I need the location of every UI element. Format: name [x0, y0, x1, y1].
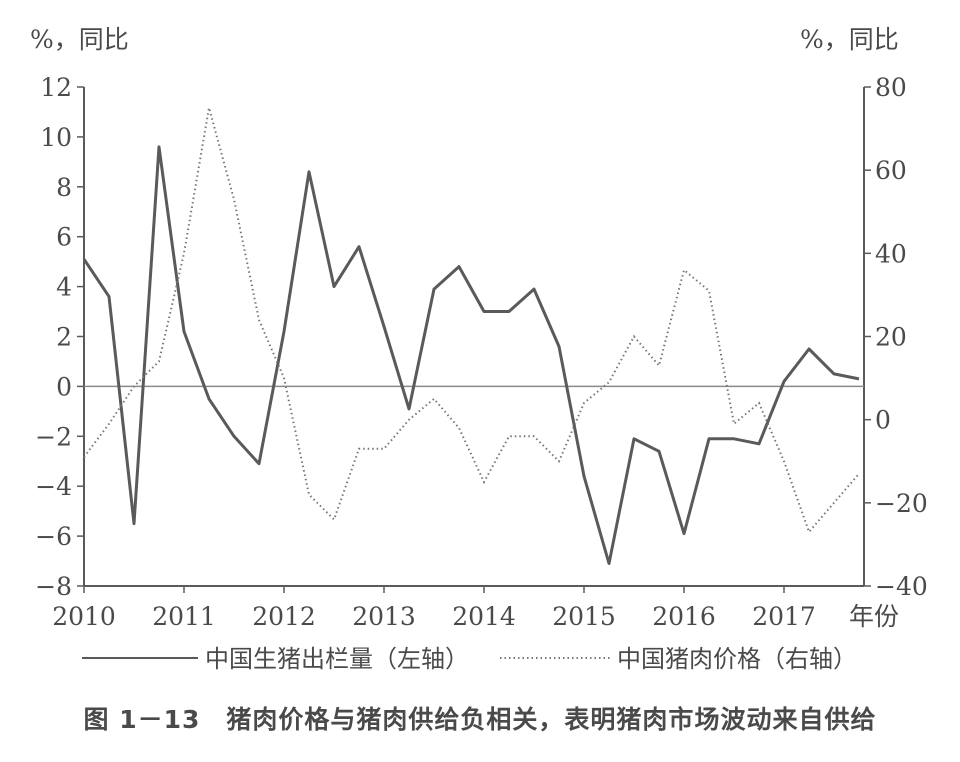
x-tick-label: 2010 — [52, 602, 116, 631]
left-tick-label: 6 — [56, 223, 72, 252]
legend: 中国生猪出栏量（左轴） 中国猪肉价格（右轴） — [82, 645, 857, 673]
x-tick-label: 2013 — [352, 602, 416, 631]
left-tick-label: −2 — [35, 422, 72, 451]
left-tick-label: −8 — [35, 572, 72, 601]
x-tick-label: 2011 — [152, 602, 216, 631]
right-tick-label: 80 — [875, 73, 907, 102]
right-tick-label: 0 — [875, 406, 891, 435]
left-tick-label: 0 — [56, 372, 72, 401]
left-tick-label: 2 — [56, 323, 72, 352]
x-tick-label: 2014 — [452, 602, 516, 631]
left-tick-label: 4 — [56, 273, 72, 302]
x-tick-label: 2012 — [252, 602, 316, 631]
series-line-price — [83, 107, 860, 534]
left-tick-label: −4 — [35, 472, 72, 501]
figure-caption: 图 1－13 猪肉价格与猪肉供给负相关，表明猪肉市场波动来自供给 — [83, 705, 877, 734]
right-tick-label: 40 — [875, 239, 907, 268]
x-tick-label: 2017 — [752, 602, 816, 631]
right-tick-label: 60 — [875, 156, 907, 185]
series-lines — [82, 107, 860, 565]
series-line-output — [82, 145, 860, 565]
left-tick-label: 10 — [40, 123, 72, 152]
right-tick-label: 20 — [875, 323, 907, 352]
tick-labels: %，同比 %，同比121086420−2−4−6−8806040200−20−40… — [30, 25, 928, 631]
left-axis-unit: %，同比 — [30, 25, 129, 54]
right-tick-label: −40 — [875, 572, 928, 601]
x-tick-label: 2016 — [652, 602, 716, 631]
left-tick-label: 8 — [56, 173, 72, 202]
right-tick-label: −20 — [875, 489, 928, 518]
legend-label-output: 中国生猪出栏量（左轴） — [205, 645, 469, 673]
right-axis-unit: %，同比 — [800, 25, 899, 54]
x-axis-unit: 年份 — [849, 602, 899, 631]
axes — [83, 87, 865, 587]
x-tick-label: 2015 — [552, 602, 616, 631]
left-tick-label: −6 — [35, 522, 72, 551]
legend-label-price: 中国猪肉价格（右轴） — [617, 645, 857, 673]
left-tick-label: 12 — [40, 73, 72, 102]
